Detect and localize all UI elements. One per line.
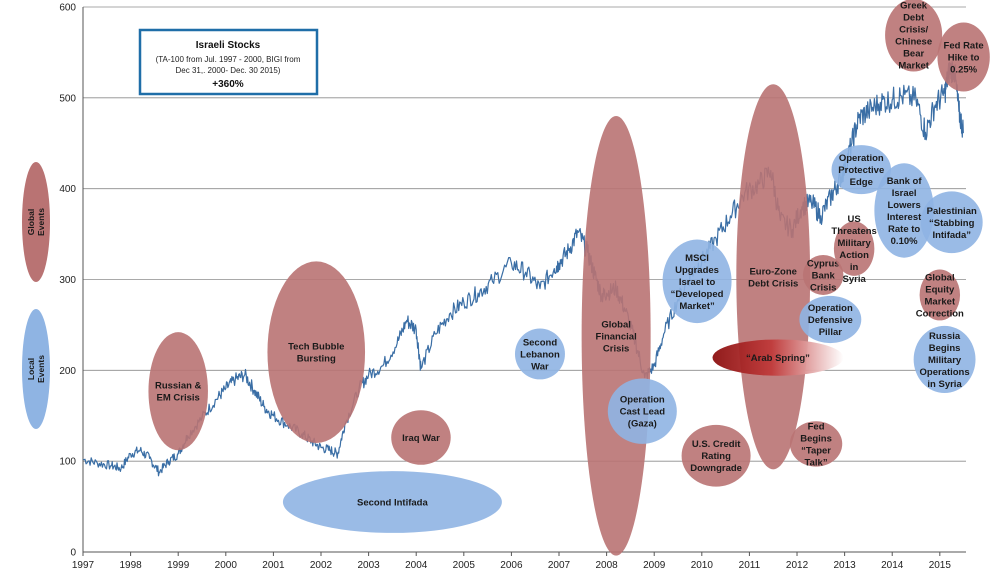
event-label: Fed Rate Hike to 0.25%	[944, 40, 984, 75]
event-label: MSCI Upgrades Israel to “Developed Market”	[671, 253, 724, 312]
event-bubble	[920, 191, 983, 254]
y-tick-label: 600	[59, 3, 76, 14]
event-bubble	[913, 325, 976, 394]
axes: 0 100 200 300 400 500 600 1997 1998 1999 2000 2001 2…	[59, 3, 966, 571]
event-bubble	[833, 221, 875, 276]
x-tick-label: 2006	[500, 560, 523, 571]
event-label: Second Lebanon War	[520, 337, 560, 372]
event-label: Fed Begins “Taper Talk”	[800, 421, 832, 468]
y-tick-label: 400	[59, 184, 76, 195]
x-tick-label: 2003	[357, 560, 380, 571]
event-bubble	[799, 295, 862, 344]
x-tick-label: 2002	[310, 560, 333, 571]
legend-global-label: GlobalEvents	[26, 208, 46, 236]
legend: GlobalEvents LocalEvents	[22, 162, 50, 429]
event-bubble	[391, 410, 451, 465]
event-bubble	[267, 261, 366, 443]
y-tick-label: 200	[59, 366, 76, 377]
x-tick-label: 2015	[929, 560, 952, 571]
x-tick-label: 2004	[405, 560, 428, 571]
event-bubble	[662, 239, 732, 324]
event-label: Second Intifada	[357, 498, 428, 509]
legend-local-label: LocalEvents	[26, 355, 46, 383]
event-label: Iraq War	[402, 433, 440, 444]
y-tick-label: 100	[59, 457, 76, 468]
event-label: Russia Begins Military Operations in Syria	[920, 331, 970, 390]
event-bubble	[919, 269, 961, 321]
title-box: Israeli Stocks (TA-100 from Jul. 1997 - …	[138, 28, 319, 96]
event-bubble	[874, 163, 934, 258]
y-tick-label: 500	[59, 93, 76, 104]
x-tick-label: 2000	[215, 560, 238, 571]
event-label: Operation Cast Lead (Gaza)	[620, 395, 666, 430]
x-tick-label: 2012	[786, 560, 809, 571]
x-tick-label: 1999	[167, 560, 190, 571]
chart-title: Israeli Stocks	[196, 40, 261, 51]
event-label: Palestinian “Stabbing Intifada”	[927, 206, 977, 241]
event-bubble	[712, 339, 844, 376]
event-bubble	[802, 254, 844, 295]
event-label: Global Equity Market Correction	[916, 272, 964, 319]
event-label: Euro-Zone Debt Crisis	[748, 266, 798, 289]
x-tick-label: 1998	[119, 560, 142, 571]
x-tick-label: 1997	[72, 560, 95, 571]
event-label: Bank of Israel Lowers Interest Rate to 0.10%	[887, 176, 923, 247]
event-label: Global Financial Crisis	[596, 319, 637, 354]
event-bubble	[148, 332, 208, 451]
event-label: Cyprus Bank Crisis	[807, 258, 840, 293]
event-label: U.S. Credit Rating Downgrade	[690, 439, 742, 474]
event-bubble	[282, 471, 502, 533]
x-tick-label: 2007	[548, 560, 571, 571]
x-tick-label: 2008	[595, 560, 618, 571]
event-bubble	[607, 378, 677, 444]
event-label: “Arab Spring”	[746, 353, 810, 364]
x-tick-label: 2009	[643, 560, 666, 571]
event-bubble	[831, 145, 892, 195]
legend-global-swatch	[22, 162, 50, 282]
event-bubble	[937, 22, 990, 92]
x-tick-label: 2005	[453, 560, 476, 571]
event-bubble	[885, 0, 943, 72]
event-label: Russian & EM Crisis	[155, 381, 202, 404]
y-tick-label: 0	[70, 548, 76, 559]
event-label: Tech Bubble Bursting	[288, 342, 344, 365]
event-bubble	[514, 328, 565, 380]
x-tick-label: 2011	[739, 560, 761, 571]
x-tick-label: 2001	[262, 560, 285, 571]
legend-local-swatch	[22, 309, 50, 429]
event-bubble	[789, 421, 843, 467]
x-tick-label: 2010	[691, 560, 714, 571]
event-bubble	[581, 116, 651, 556]
chart-subtitle: (TA-100 from Jul. 1997 - 2000, BIGI from…	[156, 55, 301, 75]
x-tick-label: 2014	[881, 560, 904, 571]
event-label: Operation Defensive Pillar	[808, 303, 853, 338]
x-tick-label: 2013	[833, 560, 856, 571]
event-label: Greek Debt Crisis/Chinese Bear Market	[895, 1, 932, 72]
event-label: US Threatens Military Action in Syria	[831, 214, 876, 285]
event-label: Operation Protective Edge	[838, 153, 884, 188]
chart-highlight: +360%	[212, 79, 244, 90]
y-tick-label: 300	[59, 275, 76, 286]
event-bubbles: Russian & EM Crisis Tech Bubble Bursting Ira…	[148, 0, 990, 556]
event-bubble	[681, 424, 751, 487]
